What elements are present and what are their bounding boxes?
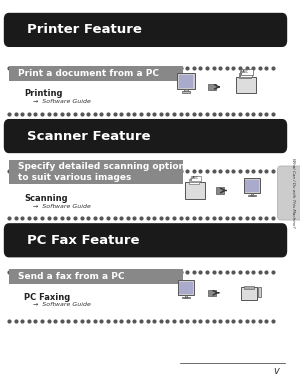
Text: Scanning: Scanning (24, 194, 68, 203)
Text: Printer Feature: Printer Feature (27, 24, 142, 36)
Bar (241, 69, 253, 75)
Text: →  Software Guide: → Software Guide (33, 303, 91, 307)
Text: ABC: ABC (190, 180, 198, 184)
Text: v: v (273, 366, 279, 376)
FancyBboxPatch shape (9, 160, 183, 184)
Bar (184, 295, 188, 298)
FancyBboxPatch shape (278, 166, 300, 220)
Bar (185, 182, 205, 199)
Bar (216, 187, 224, 193)
Bar (236, 77, 256, 93)
Bar (208, 84, 216, 90)
FancyBboxPatch shape (4, 224, 286, 257)
Bar (241, 287, 257, 300)
Text: to suit various images: to suit various images (18, 173, 131, 181)
Bar (245, 180, 259, 192)
Bar (177, 73, 195, 90)
Text: Print a document from a PC: Print a document from a PC (18, 69, 159, 78)
FancyBboxPatch shape (9, 66, 183, 81)
Bar (208, 290, 216, 296)
Text: Scanner Feature: Scanner Feature (27, 130, 151, 142)
Bar (190, 178, 200, 183)
Bar (178, 280, 194, 296)
Bar (182, 91, 190, 93)
Text: Send a fax from a PC: Send a fax from a PC (18, 272, 124, 281)
Bar (189, 179, 200, 184)
Bar (184, 89, 188, 92)
Text: PC Fax Feature: PC Fax Feature (27, 234, 140, 247)
FancyBboxPatch shape (4, 120, 286, 152)
FancyBboxPatch shape (9, 269, 183, 284)
Bar (244, 178, 260, 193)
Text: What Can I Do with This Machine?: What Can I Do with This Machine? (290, 158, 295, 228)
FancyBboxPatch shape (4, 14, 286, 46)
Bar (240, 71, 252, 76)
Bar (258, 287, 261, 296)
Text: ABC: ABC (240, 74, 247, 78)
Bar (182, 297, 190, 298)
Bar (248, 195, 256, 196)
Bar (179, 282, 193, 294)
Bar (250, 193, 254, 195)
Text: PC Faxing: PC Faxing (24, 293, 70, 302)
Text: ABC: ABC (192, 176, 200, 180)
Text: ABC: ABC (191, 178, 199, 182)
Text: Specify detailed scanning options: Specify detailed scanning options (18, 162, 190, 171)
Bar (178, 75, 194, 88)
Bar (239, 73, 251, 78)
Bar (244, 286, 254, 289)
Bar (191, 176, 201, 181)
Text: →  Software Guide: → Software Guide (33, 204, 91, 209)
Text: ABC: ABC (242, 70, 249, 74)
Text: ABC: ABC (241, 72, 248, 76)
Text: Printing: Printing (24, 89, 62, 98)
Text: →  Software Guide: → Software Guide (33, 99, 91, 103)
